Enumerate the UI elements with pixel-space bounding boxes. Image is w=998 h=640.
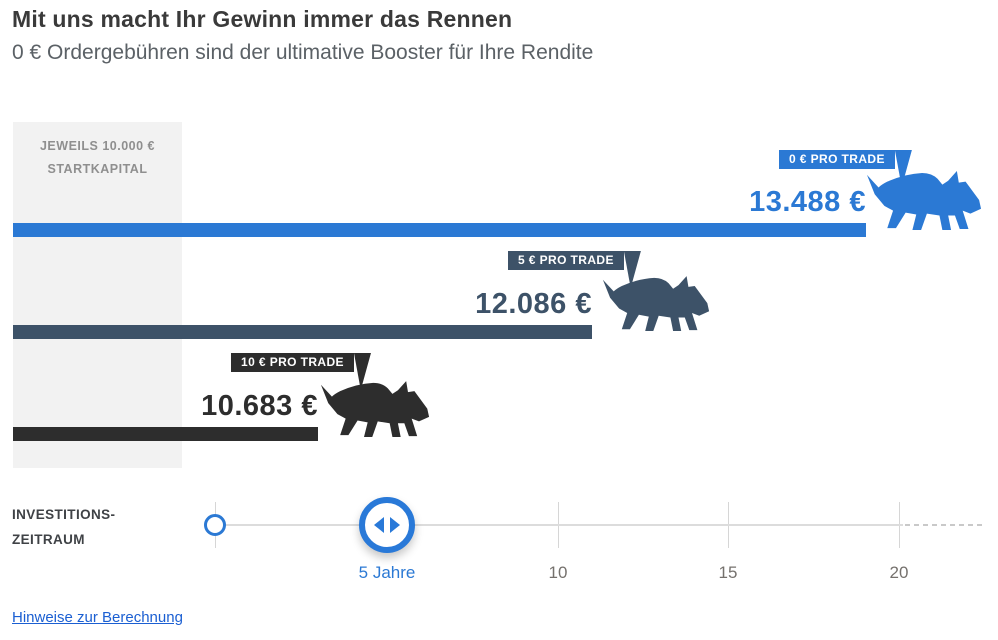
badge-5-euro: 5 € PRO TRADE [508,251,624,270]
slider-track-dashed [905,524,985,526]
bar-5-euro [13,325,592,339]
slider-tick-label-10: 10 [548,563,568,582]
slider-track[interactable] [215,524,903,526]
slider-label: INVESTITIONS- ZEITRAUM [12,502,115,552]
bar-0-euro [13,223,866,237]
bar-value-10-euro: 10.683 € [201,390,318,422]
page-title: Mit uns macht Ihr Gewinn immer das Renne… [12,6,513,32]
bar-value-5-euro: 12.086 € [475,288,592,320]
slider-tick-label-20: 20 [889,563,909,582]
bull-icon [602,274,710,334]
page-subtitle: 0 € Ordergebühren sind der ultimative Bo… [12,41,594,64]
badge-10-euro: 10 € PRO TRADE [231,353,354,372]
badge-0-euro: 0 € PRO TRADE [779,150,895,169]
slider-label-line2: ZEITRAUM [12,532,85,547]
slider-handle[interactable] [359,497,415,553]
slider-arrow-left-icon [374,517,384,533]
start-capital-line2: STARTKAPITAL [47,162,148,176]
start-capital-label: JEWEILS 10.000 € STARTKAPITAL [13,135,182,181]
calculation-hints-link[interactable]: Hinweise zur Berechnung [12,609,183,626]
start-capital-panel: JEWEILS 10.000 € STARTKAPITAL [13,122,182,468]
slider-selected-value: 5 Jahre [358,563,416,582]
slider-label-line1: INVESTITIONS- [12,507,116,522]
bull-icon [866,170,982,232]
start-capital-line1: JEWEILS 10.000 € [39,139,155,153]
bar-10-euro [13,427,318,441]
slider-arrow-right-icon [390,517,400,533]
bull-icon [320,379,430,440]
slider-min-marker[interactable] [204,514,226,536]
bar-value-0-euro: 13.488 € [749,186,866,218]
slider-tick-label-15: 15 [718,563,738,582]
